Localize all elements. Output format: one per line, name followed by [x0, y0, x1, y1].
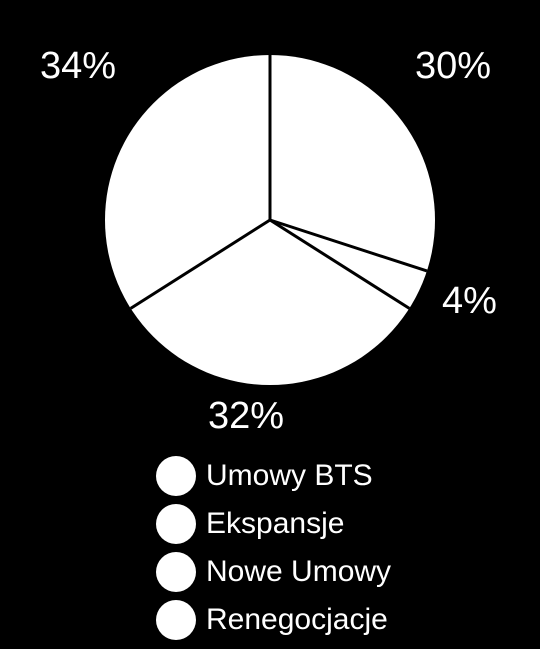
legend-item: Ekspansje — [156, 500, 391, 548]
legend-item: Umowy BTS — [156, 452, 391, 500]
legend-label: Ekspansje — [206, 507, 344, 541]
data-label: 4% — [442, 280, 497, 323]
legend-swatch-icon — [156, 504, 196, 544]
legend-item: Renegocjacje — [156, 596, 391, 644]
legend-label: Umowy BTS — [206, 459, 373, 493]
data-label: 32% — [208, 395, 284, 438]
legend-item: Nowe Umowy — [156, 548, 391, 596]
legend-swatch-icon — [156, 456, 196, 496]
legend: Umowy BTS Ekspansje Nowe Umowy Renegocjacje — [156, 452, 391, 644]
legend-label: Renegocjacje — [206, 603, 388, 637]
data-label: 30% — [415, 45, 491, 88]
legend-swatch-icon — [156, 600, 196, 640]
data-label: 34% — [40, 45, 116, 88]
legend-swatch-icon — [156, 552, 196, 592]
legend-label: Nowe Umowy — [206, 555, 391, 589]
